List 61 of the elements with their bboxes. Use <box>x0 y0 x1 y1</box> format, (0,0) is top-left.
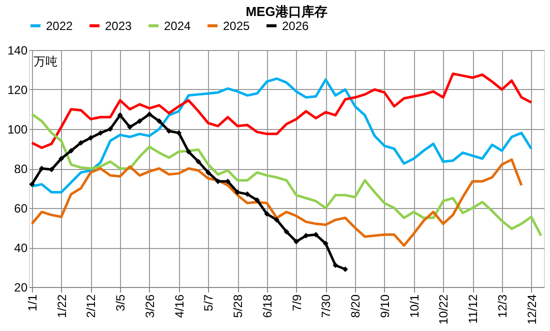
y-tick-label: 40 <box>14 241 28 255</box>
x-tick-label: 7/30 <box>319 294 334 318</box>
point <box>205 170 211 176</box>
x-tick-label: 9/10 <box>378 294 392 318</box>
point <box>186 148 192 154</box>
point <box>68 148 74 154</box>
point <box>108 126 114 132</box>
point <box>58 156 64 162</box>
point <box>332 262 338 268</box>
y-tick-label: 60 <box>14 202 28 216</box>
point <box>322 240 328 246</box>
x-tick-label: 5/7 <box>202 294 216 312</box>
point <box>29 182 35 188</box>
x-tick-label: 11/12 <box>466 294 480 324</box>
legend-label: 2026 <box>282 18 310 33</box>
y-tick-label: 140 <box>7 44 28 58</box>
x-tick-label: 3/26 <box>142 294 157 318</box>
y-tick-label: 80 <box>14 162 28 176</box>
legend-label: 2025 <box>223 18 250 33</box>
line-series <box>30 77 533 194</box>
point <box>127 124 133 130</box>
x-tick-label: 12/3 <box>495 294 510 318</box>
x-tick-label: 8/20 <box>348 294 363 318</box>
chart-title: MEG港口库存 <box>246 4 328 19</box>
y-axis-title: 万吨 <box>34 54 58 68</box>
x-tick-label: 10/1 <box>407 294 422 318</box>
x-tick-label: 10/22 <box>436 294 451 325</box>
x-tick-label: 1/1 <box>25 294 40 312</box>
legend-label: 2023 <box>105 18 132 33</box>
point <box>196 158 202 164</box>
point <box>166 128 172 134</box>
point <box>78 140 84 146</box>
line-series <box>30 72 533 150</box>
x-tick-label: 2/12 <box>84 294 98 318</box>
line-series <box>30 158 523 247</box>
point <box>98 130 104 136</box>
point <box>264 211 270 217</box>
x-tick-label: 1/22 <box>54 294 69 318</box>
point <box>284 228 290 234</box>
legend-label: 2024 <box>164 18 192 33</box>
point <box>156 118 162 124</box>
point <box>117 112 123 118</box>
y-tick-label: 120 <box>7 83 28 97</box>
point <box>254 197 260 203</box>
point <box>274 217 280 223</box>
point <box>176 130 182 136</box>
x-tick-label: 6/18 <box>260 294 274 318</box>
x-tick-label: 5/28 <box>231 294 246 318</box>
x-tick-label: 4/16 <box>172 294 186 318</box>
point <box>136 118 142 124</box>
line-series <box>30 112 542 237</box>
x-tick-label: 3/5 <box>114 294 128 312</box>
x-tick-label: 12/24 <box>524 294 539 325</box>
point <box>294 238 300 244</box>
legend-label: 2022 <box>46 18 74 33</box>
y-tick-label: 100 <box>7 122 28 136</box>
point <box>342 266 348 272</box>
y-tick-label: 20 <box>14 280 28 294</box>
point <box>146 111 152 117</box>
point <box>88 135 94 141</box>
x-tick-label: 7/9 <box>290 294 304 312</box>
